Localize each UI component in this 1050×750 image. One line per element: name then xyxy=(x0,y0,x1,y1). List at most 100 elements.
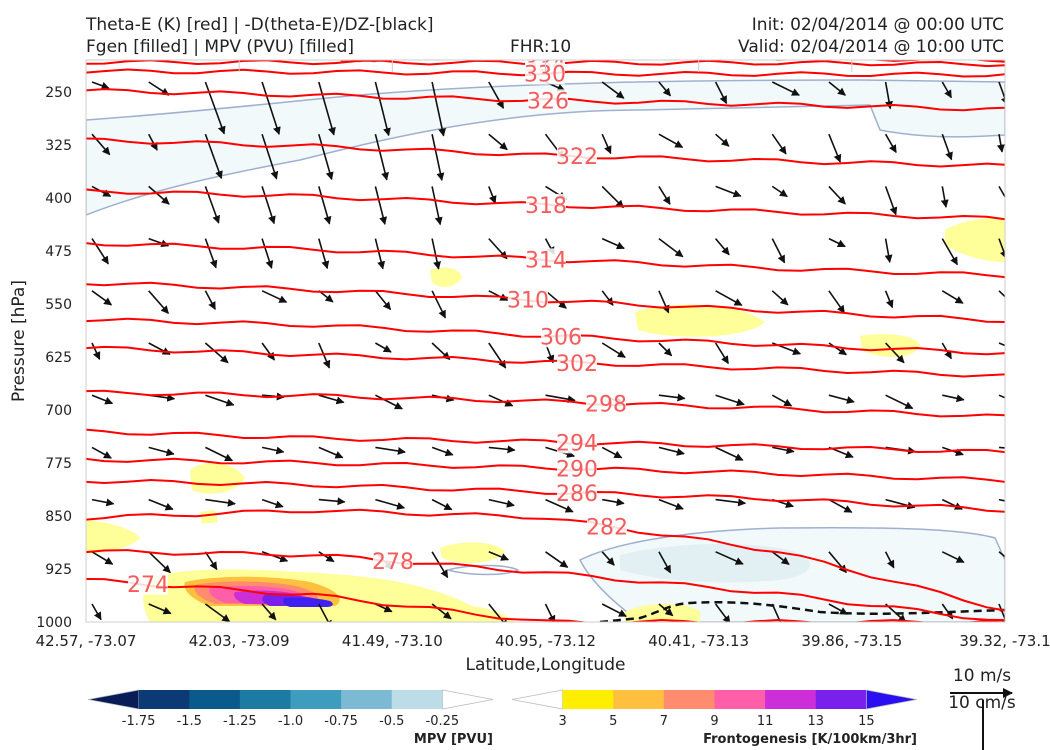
wind-vector xyxy=(658,81,672,97)
wind-vector xyxy=(941,133,953,161)
wind-vector xyxy=(828,185,846,205)
contour-label-bg xyxy=(557,431,597,454)
wind-vector xyxy=(374,81,391,137)
wind-vector xyxy=(147,133,158,151)
colorbar-segment xyxy=(663,690,715,709)
wind-vector xyxy=(375,342,392,353)
wind-vector xyxy=(998,186,1005,199)
wind-vector xyxy=(941,290,964,304)
wind-vector xyxy=(205,446,234,462)
colorbar-extend-high xyxy=(865,689,918,710)
theta-e-contour-layer: 3383343303263223183143103063022982942902… xyxy=(86,60,1005,622)
y-tick-label: 625 xyxy=(45,350,72,366)
wind-vector xyxy=(148,446,175,457)
wind-vector xyxy=(771,394,793,407)
wind-vector xyxy=(884,133,897,154)
theta-e-contour-label: 318 xyxy=(525,194,567,219)
wind-vector xyxy=(318,551,335,563)
wind-vector xyxy=(91,290,113,306)
wind-vector xyxy=(318,238,330,270)
wind-vector xyxy=(658,603,674,617)
init-time: Init: 02/04/2014 @ 00:00 UTC xyxy=(751,15,1004,35)
wind-vector xyxy=(261,238,274,269)
wind-vector xyxy=(998,342,1005,347)
theta-e-contour xyxy=(86,389,1005,418)
wind-vector xyxy=(601,342,626,358)
colorbar-segment xyxy=(290,690,342,709)
wind-vector xyxy=(658,185,671,205)
contour-label-bg xyxy=(587,515,627,538)
wind-vector xyxy=(148,551,171,574)
y-axis-label: Pressure [hPa] xyxy=(9,280,29,402)
wind-vector xyxy=(884,551,895,569)
colorbar-tick-label: -0.75 xyxy=(324,714,358,729)
x-tick-label: 41.49, -73.10 xyxy=(342,632,443,650)
wind-vector xyxy=(261,342,276,361)
wind-vector xyxy=(261,446,285,455)
theta-e-contour-label: 322 xyxy=(556,145,598,170)
theta-e-contour-label: 314 xyxy=(525,248,567,273)
theta-e-contour xyxy=(86,508,1005,612)
wind-vector xyxy=(204,551,218,571)
wind-vector xyxy=(602,498,625,507)
wind-vector xyxy=(205,394,235,407)
wind-vector xyxy=(261,551,289,563)
wind-vector xyxy=(715,446,744,461)
x-tick-label: 42.57, -73.07 xyxy=(36,632,137,650)
theta-e-contour xyxy=(86,549,1005,622)
title-line-2: Fgen [filled] | MPV (PVU) [filled] xyxy=(86,37,355,57)
wind-vector xyxy=(374,290,392,311)
wind-vector xyxy=(431,290,447,319)
wind-vector xyxy=(488,445,516,454)
colorbar-tick-label: -1.25 xyxy=(223,714,257,729)
fgen-patch xyxy=(200,510,218,524)
x-axis-label: Latitude,Longitude xyxy=(466,655,626,675)
wind-vector xyxy=(828,290,846,314)
theta-e-contour-label: 290 xyxy=(556,458,598,483)
wind-vector xyxy=(91,551,114,565)
wind-vector xyxy=(318,497,346,506)
wind-vector xyxy=(715,185,742,198)
wind-vector xyxy=(204,81,226,135)
wind-vector xyxy=(431,446,454,457)
wind-vector xyxy=(715,498,747,507)
colorbar-title: MPV [PVU] xyxy=(414,732,493,747)
mpv-negative-region-upper xyxy=(86,79,1005,216)
colorbar-tick-label: 3 xyxy=(558,714,566,729)
wind-vector xyxy=(885,394,914,410)
wind-vector xyxy=(658,393,686,402)
theta-e-contour xyxy=(86,345,1005,378)
wind-vector xyxy=(828,237,846,248)
theta-e-contour xyxy=(86,428,1005,454)
contour-label-bg xyxy=(373,549,413,572)
wind-vector xyxy=(204,342,229,364)
wind-vector xyxy=(148,185,170,205)
theta-e-contour-label: 278 xyxy=(372,550,414,575)
wind-vector xyxy=(204,186,221,224)
fgen-patch xyxy=(440,542,505,564)
theta-e-contour xyxy=(86,457,1005,483)
x-tick-label: 40.95, -73.12 xyxy=(495,632,596,650)
wind-vector xyxy=(601,237,625,250)
wind-vector xyxy=(318,394,345,405)
wind-vector xyxy=(545,551,569,568)
colorbar-extend-low xyxy=(511,689,564,710)
theta-e-contour-label: 294 xyxy=(556,431,598,456)
wind-vector xyxy=(771,81,800,96)
x-tick-label: 40.41, -73.13 xyxy=(648,632,749,650)
wind-vector xyxy=(715,551,744,565)
wind-key: 10 m/s 10 cm/s xyxy=(948,666,1016,750)
colorbar-tick-label: -1.75 xyxy=(122,714,156,729)
wind-vector xyxy=(998,290,1005,298)
wind-vector xyxy=(431,498,453,511)
colorbar-extend-low xyxy=(87,689,140,710)
fgen-patch xyxy=(86,520,140,554)
fgen-colorbar: 3 5 7 9 11 13 15 Frontogenesis [K/100km/3hr] xyxy=(511,689,918,747)
contour-label-bg xyxy=(340,60,380,66)
colorbar-tick-label: -1.0 xyxy=(278,714,303,729)
x-tick-label: 39.32, -73.1 xyxy=(959,632,1050,650)
wind-vector xyxy=(204,290,216,311)
theta-e-contour-label: 326 xyxy=(527,89,569,114)
wind-vector xyxy=(148,290,170,315)
